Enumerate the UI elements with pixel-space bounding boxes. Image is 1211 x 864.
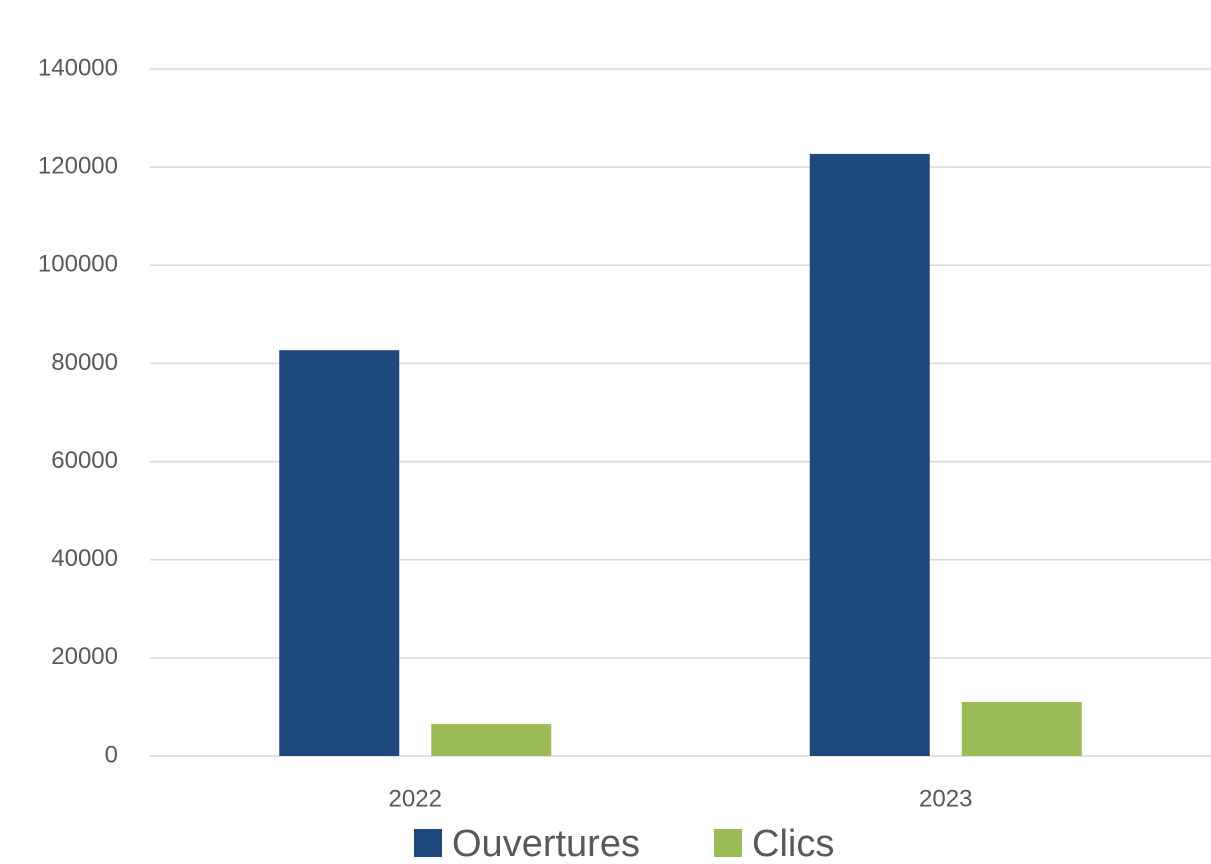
y-tick-label: 40000 (51, 545, 118, 572)
legend-swatch (414, 829, 442, 857)
legend-swatch (714, 829, 742, 857)
x-tick-label: 2023 (919, 785, 972, 812)
bar (279, 350, 400, 756)
bar (809, 153, 930, 757)
legend-label: Clics (752, 823, 834, 864)
bar (961, 702, 1082, 756)
bar (431, 724, 552, 756)
y-tick-label: 60000 (51, 447, 118, 474)
y-tick-label: 20000 (51, 643, 118, 670)
y-tick-label: 140000 (38, 54, 118, 81)
y-tick-label: 80000 (51, 349, 118, 376)
y-tick-label: 100000 (38, 251, 118, 278)
y-tick-label: 120000 (38, 152, 118, 179)
y-tick-label: 0 (105, 741, 118, 768)
x-tick-label: 2022 (389, 785, 442, 812)
legend-label: Ouvertures (452, 823, 640, 864)
